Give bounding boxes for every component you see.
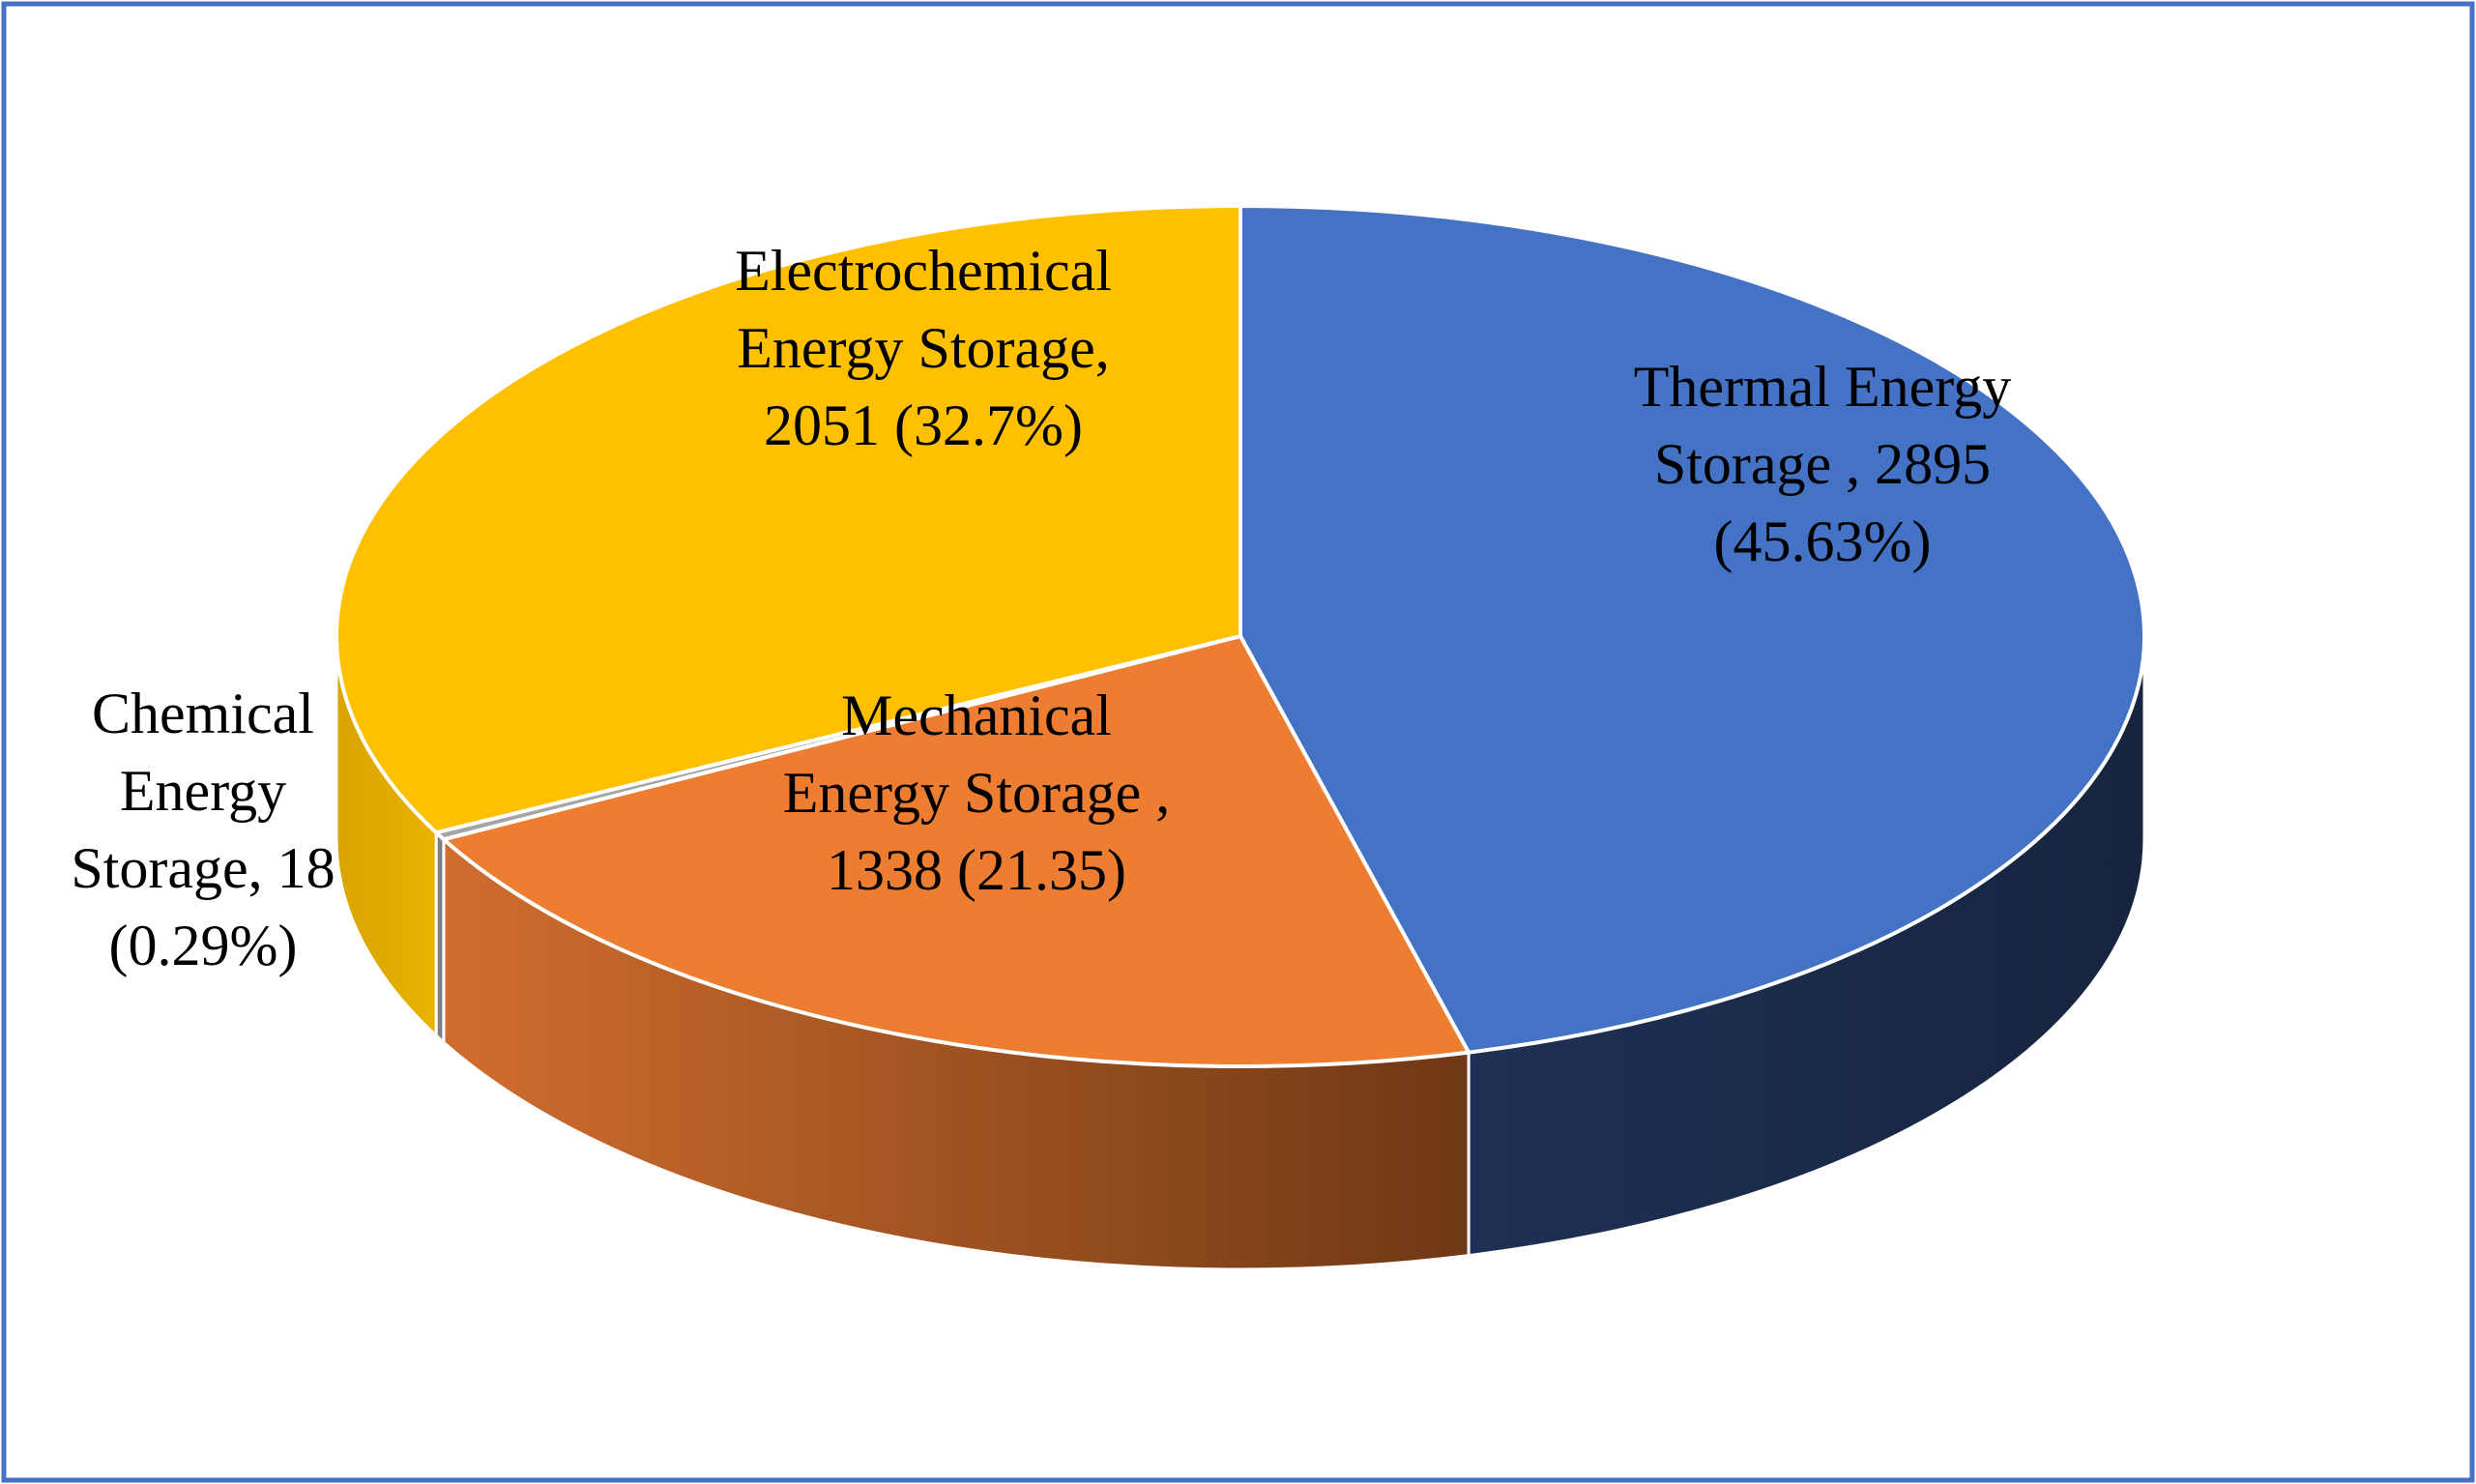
data-label-electrochemical-energy-storage: Electrochemical Energy Storage, 2051 (32.7… [735, 239, 1112, 457]
pie-sides [335, 635, 2146, 1271]
data-label-mechanical-energy-storage: Mechanical Energy Storage , 1338 (21.35) [783, 684, 1170, 902]
pie-labels: Thermal Energy Storage , 2895 (45.63%) Mech… [71, 239, 2011, 977]
slice-electrochemical-energy-storage [335, 204, 1242, 835]
pie-tops [335, 204, 2146, 1068]
slice-thermal-energy-storage [1238, 204, 2146, 1055]
data-label-thermal-energy-storage: Thermal Energy Storage , 2895 (45.63%) [1634, 355, 2011, 573]
slice-mechanical-energy-storage [441, 634, 1471, 1068]
data-label-chemical-energy-storage: Chemical Energy Storage, 18 (0.29%) [71, 682, 335, 977]
